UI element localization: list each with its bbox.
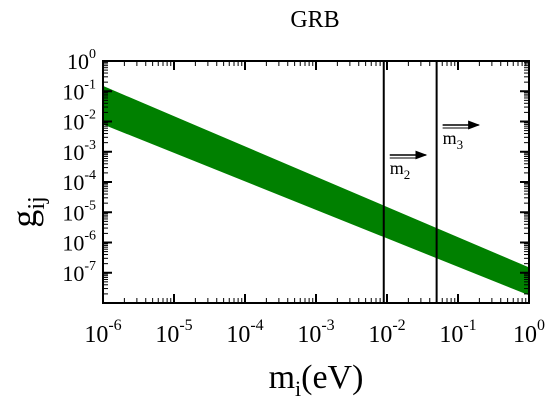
vline-label: m3 [443, 128, 464, 152]
y-tick-label: 10-6 [62, 229, 96, 256]
y-tick-label: 10-1 [62, 77, 96, 104]
x-tick-label: 10-6 [84, 317, 121, 348]
y-axis-label: gij [4, 196, 50, 227]
chart-title: GRB [290, 7, 339, 33]
y-tick-label: 10-2 [62, 108, 96, 135]
y-tick-label: 10-3 [62, 138, 96, 165]
y-tick-label: 10-4 [62, 168, 96, 195]
x-axis-label: mi(eV) [269, 359, 364, 401]
y-tick-label: 100 [67, 47, 96, 74]
y-tick-label: 10-7 [62, 259, 96, 286]
y-tick-label: 10-5 [62, 198, 96, 225]
x-tick-label: 10-5 [155, 317, 192, 348]
x-tick-label: 10-3 [297, 317, 334, 348]
x-tick-label: 10-2 [368, 317, 405, 348]
x-tick-label: 10-1 [439, 317, 476, 348]
x-tick-label: 100 [513, 317, 545, 348]
x-tick-label: 10-4 [226, 317, 263, 348]
vline-label: m2 [390, 158, 411, 182]
green-band [103, 85, 529, 296]
